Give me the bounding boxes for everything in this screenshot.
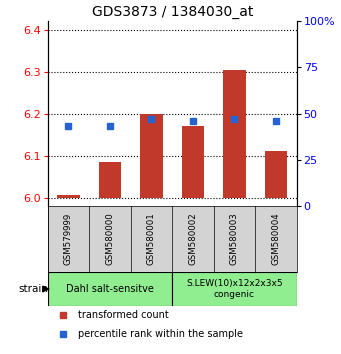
Bar [265,152,287,198]
Bar [140,114,163,198]
Bar [99,162,121,198]
Bar [57,195,80,198]
Text: GSM580003: GSM580003 [230,212,239,265]
Text: S.LEW(10)x12x2x3x5
congenic: S.LEW(10)x12x2x3x5 congenic [186,279,283,299]
Text: strain: strain [18,284,48,294]
Title: GDS3873 / 1384030_at: GDS3873 / 1384030_at [91,5,253,19]
Text: GSM580000: GSM580000 [105,212,115,265]
Text: GSM580002: GSM580002 [189,212,197,265]
Bar [223,69,246,198]
Text: Dahl salt-sensitve: Dahl salt-sensitve [66,284,154,294]
Text: transformed count: transformed count [78,309,168,320]
Text: GSM580004: GSM580004 [271,212,280,265]
Bar [181,126,204,198]
Text: GSM580001: GSM580001 [147,212,156,265]
Bar [172,272,297,307]
Text: percentile rank within the sample: percentile rank within the sample [78,329,242,339]
Text: GSM579999: GSM579999 [64,213,73,265]
Bar [48,272,172,307]
